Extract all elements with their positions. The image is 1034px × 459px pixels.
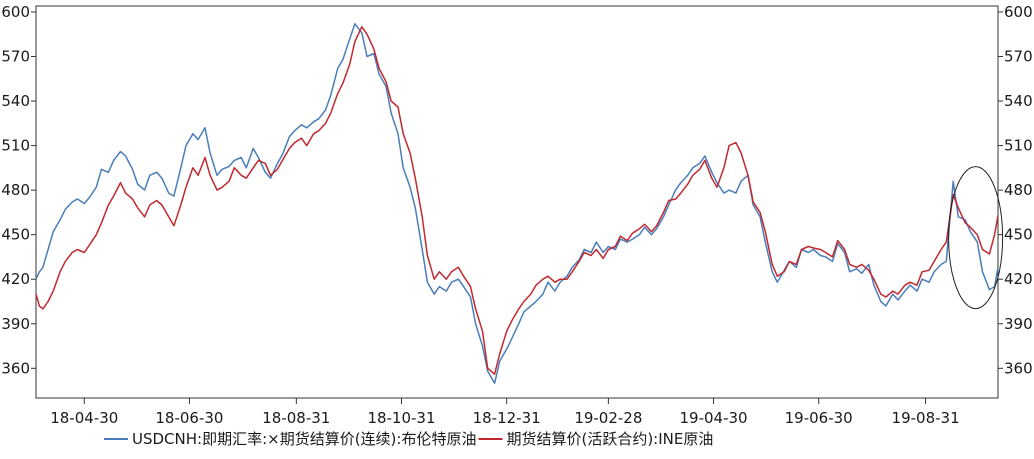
y-tick-label-right: 540: [1004, 92, 1033, 110]
x-tick-label: 19-08-31: [892, 409, 960, 427]
series-line-2: [35, 26, 999, 375]
x-tick-label: 18-06-30: [155, 409, 223, 427]
x-tick-label: 18-10-31: [367, 409, 435, 427]
y-tick-label-right: 360: [1004, 359, 1033, 377]
y-tick-label-left: 480: [1, 181, 30, 199]
y-tick-label-right: 510: [1004, 137, 1033, 155]
plot-border: [35, 5, 999, 399]
y-tick-label-left: 360: [1, 359, 30, 377]
x-tick-label: 19-02-28: [574, 409, 642, 427]
y-tick-label-right: 390: [1004, 315, 1033, 333]
y-tick-label-left: 450: [1, 226, 30, 244]
x-tick-label: 18-04-30: [50, 409, 118, 427]
x-tick-label: 18-08-31: [262, 409, 330, 427]
y-tick-label-right: 570: [1004, 47, 1033, 65]
y-tick-label-right: 600: [1004, 3, 1033, 21]
x-axis: 18-04-30 18-06-30 18-08-31 18-10-31 18-12-31…: [50, 398, 960, 427]
legend: USDCNH:即期汇率:×期货结算价(连续):布伦特原油 期货结算价(活跃合约):…: [104, 430, 713, 448]
y-tick-label-left: 510: [1, 137, 30, 155]
annotation-ellipse: [948, 166, 1004, 310]
series-lines: [35, 23, 999, 384]
y-tick-label-left: 390: [1, 315, 30, 333]
x-tick-label: 19-06-30: [785, 409, 853, 427]
y-axis-left: 360 390 420 450 480 510 540 570 600: [1, 3, 36, 377]
x-tick-label: 19-04-30: [679, 409, 747, 427]
y-tick-label-left: 600: [1, 3, 30, 21]
y-tick-label-right: 450: [1004, 226, 1033, 244]
series-line-1: [35, 23, 999, 384]
y-tick-label-left: 540: [1, 92, 30, 110]
y-tick-label-left: 420: [1, 270, 30, 288]
plot-frame: [35, 5, 999, 399]
y-tick-label-right: 420: [1004, 270, 1033, 288]
y-tick-label-right: 480: [1004, 181, 1033, 199]
y-tick-label-left: 570: [1, 47, 30, 65]
x-tick-label: 18-12-31: [473, 409, 541, 427]
legend-label-1: USDCNH:即期汇率:×期货结算价(连续):布伦特原油: [132, 430, 476, 448]
legend-label-2: 期货结算价(活跃合约):INE原油: [506, 430, 713, 448]
annotation-layer: [948, 166, 1004, 310]
y-axis-right: 360 390 420 450 480 510 540 570 600: [998, 3, 1033, 377]
